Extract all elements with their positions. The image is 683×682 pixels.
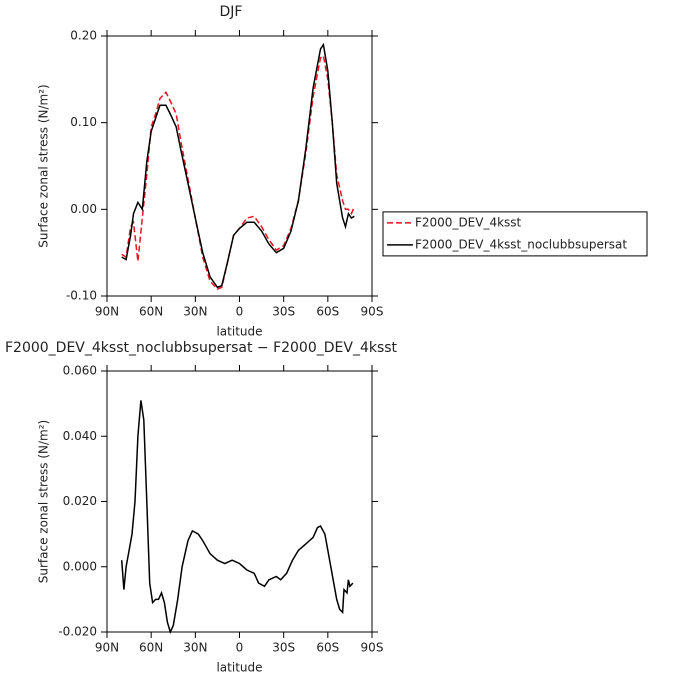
- legend-box: [382, 211, 648, 257]
- x-tick-label: 60S: [316, 641, 339, 655]
- data-line: [121, 42, 355, 289]
- y-tick-label: 0.20: [70, 29, 97, 43]
- y-tick-label: 0.060: [63, 364, 97, 378]
- chart-title: DJF: [220, 4, 243, 20]
- x-tick-label: 60N: [139, 641, 163, 655]
- y-tick-label: 0.000: [63, 559, 97, 573]
- y-tick-label: 0.00: [70, 202, 97, 216]
- x-tick-label: 60N: [139, 305, 163, 319]
- x-tick-label: 90S: [361, 305, 384, 319]
- y-tick-label: -0.020: [58, 625, 97, 639]
- x-tick-label: 90S: [361, 641, 384, 655]
- y-axis-label: Surface zonal stress (N/m²): [37, 420, 51, 584]
- data-line: [120, 400, 354, 635]
- data-line: [121, 54, 355, 290]
- legend-label: F2000_DEV_4ksst_noclubbsupersat: [415, 237, 627, 251]
- y-tick-label: 0.020: [63, 494, 97, 508]
- x-tick-label: 30N: [183, 641, 207, 655]
- x-tick-label: 90N: [95, 305, 119, 319]
- x-tick-label: 60S: [316, 305, 339, 319]
- y-tick-label: 0.040: [63, 429, 97, 443]
- legend-label: F2000_DEV_4ksst: [415, 215, 522, 229]
- x-tick-label: 0: [236, 305, 244, 319]
- x-axis-label: latitude: [216, 661, 262, 675]
- x-tick-label: 0: [236, 641, 244, 655]
- chart-title: F2000_DEV_4ksst_noclubbsupersat − F2000_…: [5, 340, 398, 356]
- x-tick-label: 90N: [95, 641, 119, 655]
- y-axis-label: Surface zonal stress (N/m²): [37, 84, 51, 248]
- y-tick-label: -0.10: [66, 289, 97, 303]
- x-axis-label: latitude: [216, 325, 262, 339]
- y-tick-label: 0.10: [70, 115, 97, 129]
- x-tick-label: 30S: [272, 305, 295, 319]
- x-tick-label: 30S: [272, 641, 295, 655]
- x-tick-label: 30N: [183, 305, 207, 319]
